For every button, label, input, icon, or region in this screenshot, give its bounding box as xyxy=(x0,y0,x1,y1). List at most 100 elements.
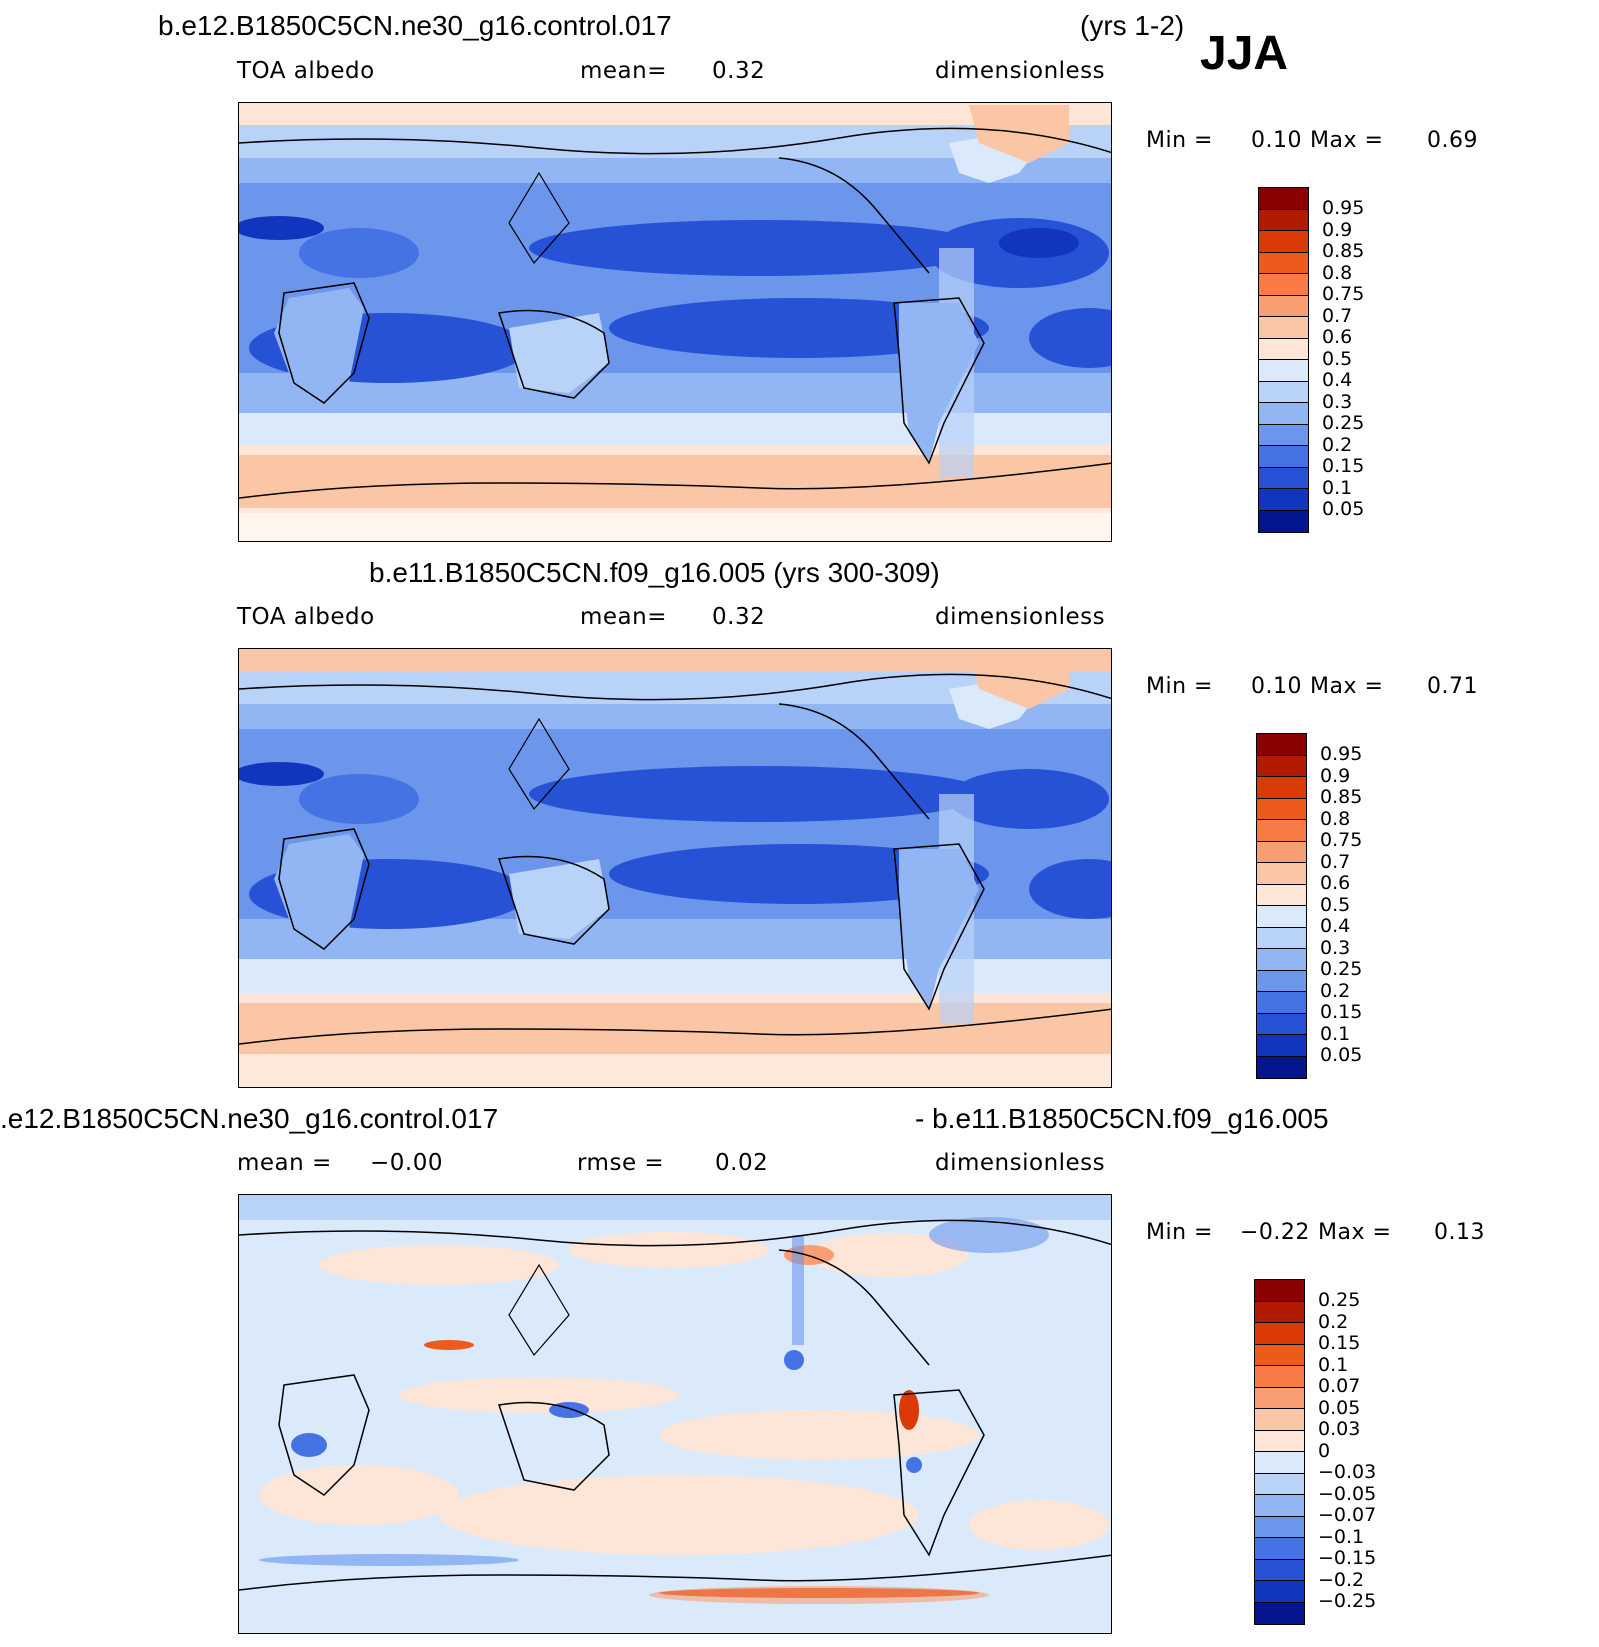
panel3-colorbar-swatch xyxy=(1255,1301,1304,1323)
panel2-colorbar-swatch xyxy=(1257,970,1306,992)
panel2-colorbar-tick-label: 0.15 xyxy=(1320,1001,1363,1023)
panel3-colorbar-tick-label: 0.07 xyxy=(1318,1375,1361,1397)
panel1-map xyxy=(238,102,1112,542)
panel3-map xyxy=(238,1194,1112,1634)
panel2-colorbar-swatch xyxy=(1257,777,1306,799)
panel3-colorbar-tick-label: −0.15 xyxy=(1318,1547,1377,1569)
panel3-colorbar-swatch xyxy=(1255,1430,1304,1452)
panel3-colorbar-tick-label: 0.25 xyxy=(1318,1289,1361,1311)
panel2-mean-label: mean= xyxy=(580,604,667,630)
panel1-max-value: 0.69 xyxy=(1427,128,1478,153)
panel1-colorbar-tick-label: 0.85 xyxy=(1322,240,1365,262)
panel3-colorbar-swatch xyxy=(1255,1409,1304,1431)
panel2-colorbar-tick-label: 0.85 xyxy=(1320,786,1363,808)
panel3-colorbar-swatch xyxy=(1255,1581,1304,1603)
panel3-colorbar-tick-label: −0.07 xyxy=(1318,1504,1377,1526)
panel3-mean-label: mean = xyxy=(237,1150,332,1176)
panel3-colorbar-tick-label: −0.1 xyxy=(1318,1525,1365,1548)
panel1-variable: TOA albedo xyxy=(237,58,375,84)
panel3-colorbar-tick-label: −0.05 xyxy=(1318,1482,1377,1505)
panel3-colorbar-swatch xyxy=(1255,1452,1304,1474)
panel3-colorbar-swatch xyxy=(1255,1538,1304,1560)
panel2-colorbar-tick-label: 0.9 xyxy=(1320,764,1351,787)
panel1-colorbar-tick-label: 0.95 xyxy=(1322,197,1365,219)
panel2-colorbar-tick-label: 0.1 xyxy=(1320,1022,1351,1045)
panel2-colorbar-swatch xyxy=(1257,755,1306,777)
panel1-colorbar-swatch xyxy=(1259,231,1308,253)
panel1-colorbar-tick-label: 0.7 xyxy=(1322,304,1353,327)
panel2-colorbar-tick-label: 0.4 xyxy=(1320,915,1351,937)
panel1-colorbar-labels: 0.95 0.9 0.85 0.8 0.75 0.7 0.6 0.5 0.4 0.3 0.25 0.2… xyxy=(1322,197,1365,521)
panel2-colorbar-swatch xyxy=(1257,949,1306,971)
panel1-colorbar-swatch xyxy=(1259,360,1308,382)
panel2-colorbar-swatch xyxy=(1257,906,1306,928)
panel1-colorbar-tick-label: 0.15 xyxy=(1322,455,1365,477)
panel3-colorbar-tick-label: 0.2 xyxy=(1318,1310,1349,1333)
panel2-map xyxy=(238,648,1112,1088)
panel2-units: dimensionless xyxy=(935,604,1106,630)
panel1-colorbar xyxy=(1258,187,1309,533)
panel3-colorbar-tick-label: −0.03 xyxy=(1318,1461,1377,1483)
panel2-colorbar-tick-label: 0.05 xyxy=(1320,1044,1363,1066)
panel3-colorbar-swatch xyxy=(1255,1366,1304,1388)
panel2-colorbar-tick-label: 0.25 xyxy=(1320,958,1363,980)
panel3-colorbar-swatch xyxy=(1255,1387,1304,1409)
panel1-colorbar-tick-label: 0.8 xyxy=(1322,261,1353,284)
panel3-rmse-label: rmse = xyxy=(577,1150,665,1176)
panel2-title: b.e11.B1850C5CN.f09_g16.005 (yrs 300-309… xyxy=(369,557,940,588)
panel2-colorbar-swatch xyxy=(1257,1056,1306,1078)
panel1-max-label: Max = xyxy=(1310,128,1384,153)
panel1-colorbar-swatch xyxy=(1259,424,1308,446)
panel2-colorbar-tick-label: 0.3 xyxy=(1320,936,1351,959)
panel3-colorbar-swatch xyxy=(1255,1602,1304,1624)
panel2-colorbar-swatch xyxy=(1257,841,1306,863)
panel3-units: dimensionless xyxy=(935,1150,1106,1176)
panel1-colorbar-swatch xyxy=(1259,446,1308,468)
panel3-colorbar-tick-label: 0.05 xyxy=(1318,1396,1361,1419)
panel2-colorbar-swatch xyxy=(1257,884,1306,906)
panel2-colorbar-swatch xyxy=(1257,1035,1306,1057)
panel2-colorbar-swatch xyxy=(1257,992,1306,1014)
panel1-colorbar-tick-label: 0.5 xyxy=(1322,347,1353,370)
panel2-colorbar-tick-label: 0.95 xyxy=(1320,743,1363,765)
panel3-colorbar-tick-label: 0.15 xyxy=(1318,1332,1361,1354)
panel3-colorbar-swatch xyxy=(1255,1280,1304,1302)
panel3-min-label: Min = xyxy=(1146,1220,1213,1245)
panel1-min-label: Min = xyxy=(1146,128,1213,153)
panel3-colorbar-swatch xyxy=(1255,1344,1304,1366)
panel2-max-label: Max = xyxy=(1310,674,1384,699)
panel1-colorbar-tick-label: 0.05 xyxy=(1322,498,1365,520)
panel1-colorbar-tick-label: 0.4 xyxy=(1322,369,1353,391)
panel3-rmse-value: 0.02 xyxy=(715,1150,769,1176)
panel1-mean-label: mean= xyxy=(580,58,667,84)
years-label: (yrs 1-2) xyxy=(1080,10,1185,41)
panel1-colorbar-swatch xyxy=(1259,489,1308,511)
panel3-colorbar-labels: 0.25 0.2 0.15 0.1 0.07 0.05 0.03 0 −0.03 −0.05 −0.… xyxy=(1318,1289,1377,1613)
season-label: JJA xyxy=(1200,27,1289,80)
panel2-variable: TOA albedo xyxy=(237,604,375,630)
panel2-min-value: 0.10 xyxy=(1251,674,1302,699)
panel3-title-right: - b.e11.B1850C5CN.f09_g16.005 xyxy=(915,1103,1329,1134)
panel3-colorbar-tick-label: 0 xyxy=(1318,1439,1331,1462)
panel3-colorbar-swatch xyxy=(1255,1323,1304,1345)
panel2-max-value: 0.71 xyxy=(1427,674,1478,699)
panel2-colorbar-swatch xyxy=(1257,734,1306,756)
panel3-colorbar xyxy=(1254,1279,1305,1625)
panel1-colorbar-swatch xyxy=(1259,252,1308,274)
panel1-colorbar-swatch xyxy=(1259,467,1308,489)
panel3-colorbar-swatch xyxy=(1255,1495,1304,1517)
panel2-colorbar-tick-label: 0.5 xyxy=(1320,893,1351,916)
panel2-colorbar-swatch xyxy=(1257,1013,1306,1035)
panel3-max-value: 0.13 xyxy=(1434,1220,1485,1245)
panel2-min-label: Min = xyxy=(1146,674,1213,699)
panel1-colorbar-tick-label: 0.1 xyxy=(1322,476,1353,499)
panel2-colorbar xyxy=(1256,733,1307,1079)
run-title: b.e12.B1850C5CN.ne30_g16.control.017 xyxy=(158,10,672,41)
panel1-colorbar-tick-label: 0.3 xyxy=(1322,390,1353,413)
panel3-mean-value: −0.00 xyxy=(370,1150,443,1176)
panel3-colorbar-swatch xyxy=(1255,1473,1304,1495)
panel2-colorbar-tick-label: 0.8 xyxy=(1320,807,1351,830)
panel2-colorbar-labels: 0.95 0.9 0.85 0.8 0.75 0.7 0.6 0.5 0.4 0.3 0.25 0.2… xyxy=(1320,743,1363,1067)
panel2-mean-value: 0.32 xyxy=(712,604,766,630)
panel1-mean-value: 0.32 xyxy=(712,58,766,84)
